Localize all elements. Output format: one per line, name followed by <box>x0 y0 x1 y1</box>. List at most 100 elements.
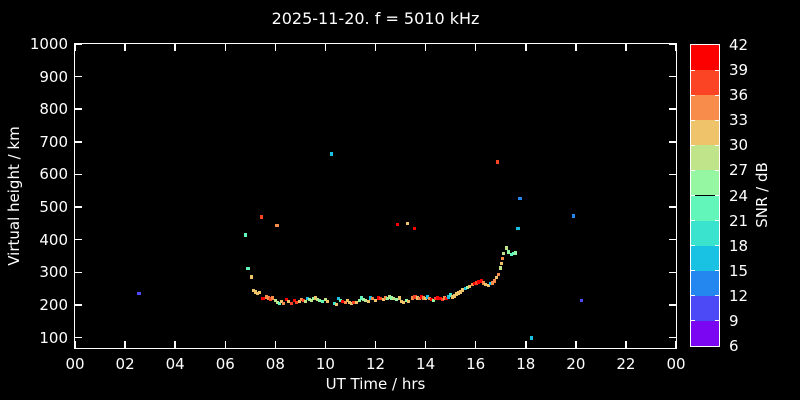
data-point <box>419 295 424 299</box>
x-tick-mark <box>124 341 126 348</box>
colorbar-tick-label: 18 <box>729 236 749 255</box>
colorbar-tick-mark-right <box>715 94 719 96</box>
x-tick-mark-top <box>274 44 277 51</box>
colorbar-segment <box>691 120 719 146</box>
data-point <box>404 298 409 303</box>
y-tick-label: 1000 <box>29 35 68 53</box>
colorbar-tick-mark-right <box>715 220 719 222</box>
colorbar-tick-mark <box>691 195 695 196</box>
y-tick-label: 300 <box>39 263 68 282</box>
data-point <box>529 336 533 340</box>
data-point <box>412 226 417 231</box>
data-point <box>257 290 262 295</box>
x-tick-mark <box>625 341 627 348</box>
colorbar-tick-label: 6 <box>729 337 739 355</box>
data-point <box>389 296 394 300</box>
data-point <box>370 296 375 301</box>
data-point <box>275 223 279 228</box>
data-point <box>297 299 302 304</box>
colorbar-tick-mark <box>691 320 695 322</box>
data-point <box>286 299 291 304</box>
data-point <box>268 297 273 301</box>
data-point <box>284 297 289 302</box>
data-point <box>413 295 417 299</box>
colorbar-tick-mark-right <box>715 195 719 196</box>
data-point <box>253 290 258 294</box>
y-tick-label: 400 <box>39 230 68 249</box>
chart-title: 2025-11-20. f = 5010 kHz <box>271 9 480 28</box>
data-point <box>579 298 584 303</box>
x-tick-mark-top <box>74 44 76 51</box>
data-point <box>289 301 294 306</box>
x-tick-mark <box>374 341 377 348</box>
data-point <box>481 281 486 285</box>
data-point <box>460 288 465 292</box>
data-point <box>266 296 271 300</box>
data-point <box>343 300 348 305</box>
data-point <box>334 302 339 307</box>
colorbar-tick-mark <box>691 69 695 71</box>
data-point <box>373 298 378 303</box>
colorbar-tick-mark-right <box>715 295 719 297</box>
x-tick-mark-top <box>224 44 226 51</box>
data-point <box>299 297 304 302</box>
data-point <box>345 298 350 303</box>
y-tick-mark-right <box>669 336 676 339</box>
y-tick-mark-right <box>669 238 676 241</box>
colorbar-segment <box>691 45 719 71</box>
y-tick-mark <box>75 206 82 208</box>
x-tick-mark <box>424 341 427 348</box>
colorbar-tick-label: 21 <box>729 211 749 230</box>
y-tick-mark-right <box>669 141 676 143</box>
data-point <box>417 296 422 301</box>
data-point <box>448 293 453 297</box>
colorbar-segment <box>691 245 719 271</box>
data-point <box>435 296 440 300</box>
data-point <box>323 297 328 302</box>
data-point <box>397 296 402 300</box>
data-point <box>450 295 455 299</box>
data-point <box>427 296 432 301</box>
x-tick-mark-top <box>374 44 377 51</box>
colorbar-segment <box>691 70 719 96</box>
y-tick-label: 600 <box>39 165 68 184</box>
y-tick-label: 700 <box>39 132 68 151</box>
data-point <box>251 288 256 293</box>
y-tick-mark <box>75 75 82 78</box>
data-point <box>440 297 445 302</box>
y-tick-mark <box>75 173 82 176</box>
x-tick-label: 10 <box>315 355 335 373</box>
x-axis-label: UT Time / hrs <box>325 375 426 393</box>
data-point <box>458 290 463 294</box>
data-point <box>465 285 470 290</box>
colorbar-tick-mark <box>691 245 695 247</box>
data-point <box>456 291 461 295</box>
data-point <box>347 300 352 305</box>
x-tick-label: 00 <box>666 355 686 373</box>
y-tick-mark-right <box>669 173 676 176</box>
colorbar-tick-mark <box>691 295 695 297</box>
colorbar-segment <box>691 295 719 321</box>
data-point <box>504 246 509 250</box>
data-point <box>438 296 443 301</box>
data-point <box>307 297 312 302</box>
data-point <box>368 296 373 300</box>
data-point <box>513 251 518 255</box>
colorbar-segment <box>691 145 719 171</box>
data-point <box>261 296 265 301</box>
data-point <box>270 296 275 300</box>
data-point <box>444 296 449 301</box>
data-point <box>472 281 477 286</box>
data-point <box>494 275 499 280</box>
data-point <box>317 298 322 303</box>
data-point <box>490 281 495 285</box>
data-point <box>488 281 493 286</box>
y-tick-mark <box>75 271 82 274</box>
colorbar-tick-mark <box>691 144 695 146</box>
data-point <box>511 251 516 256</box>
data-point <box>305 296 310 301</box>
colorbar-tick-label: 39 <box>729 61 749 80</box>
data-point <box>378 296 383 301</box>
data-point <box>425 295 430 299</box>
